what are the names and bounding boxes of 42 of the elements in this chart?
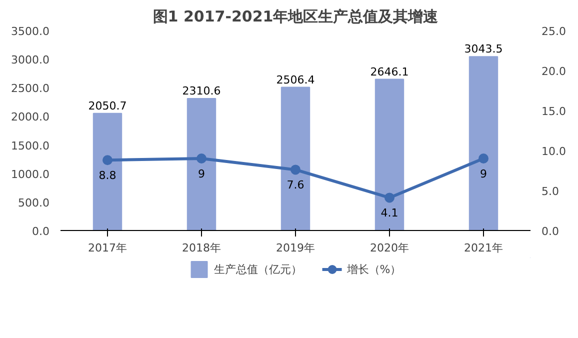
y2-tick-label: 25.0 <box>542 25 566 38</box>
x-tick-label: 2021年 <box>464 242 504 254</box>
data-label: 2310.6 <box>182 84 221 98</box>
data-label: 2506.4 <box>276 73 315 86</box>
y-tick-label: 2000.0 <box>11 110 50 124</box>
x-tick-label: 2020年 <box>370 242 410 254</box>
y2-tick-label: 10.0 <box>542 145 566 158</box>
data-label: 2050.7 <box>88 99 127 112</box>
bar <box>92 112 122 230</box>
y-tick-label: 500.0 <box>18 196 50 210</box>
bar <box>186 98 216 230</box>
x-tick-label: 2017年 <box>88 242 128 254</box>
point <box>478 154 488 164</box>
y-tick-label: 1500.0 <box>11 139 50 152</box>
bar <box>280 86 310 230</box>
y-tick-label: 2500.0 <box>11 82 50 96</box>
y-tick-label: 3000.0 <box>11 54 50 67</box>
data-label: 8.8 <box>98 169 116 182</box>
y2-tick-label: 0.0 <box>542 225 559 238</box>
data-label: 7.6 <box>286 178 304 192</box>
y-tick-label: 0.0 <box>32 225 50 238</box>
point <box>196 154 206 164</box>
data-label: 2646.1 <box>370 65 409 78</box>
y2-tick-label: 5.0 <box>542 185 559 198</box>
x-tick-label: 2019年 <box>276 242 316 254</box>
bar <box>374 78 404 230</box>
bar <box>468 56 498 230</box>
data-label: 9 <box>480 168 487 180</box>
y2-tick-label: 15.0 <box>542 105 566 118</box>
data-label: 4.1 <box>380 206 398 220</box>
data-label: 3043.5 <box>464 42 503 56</box>
point <box>290 164 300 175</box>
data-label: 9 <box>198 168 205 180</box>
y-tick-label: 1000.0 <box>11 168 50 181</box>
legend-label: 生产总值（亿元） <box>214 262 302 276</box>
chart-title: 图1 2017-2021年地区生产总值及其增速 <box>152 8 440 26</box>
point <box>384 192 394 203</box>
y-tick-label: 3500.0 <box>11 25 50 38</box>
legend-label: 增长（%） <box>346 262 402 276</box>
point <box>102 155 112 166</box>
x-tick-label: 2018年 <box>182 242 222 254</box>
y2-tick-label: 20.0 <box>542 65 566 78</box>
